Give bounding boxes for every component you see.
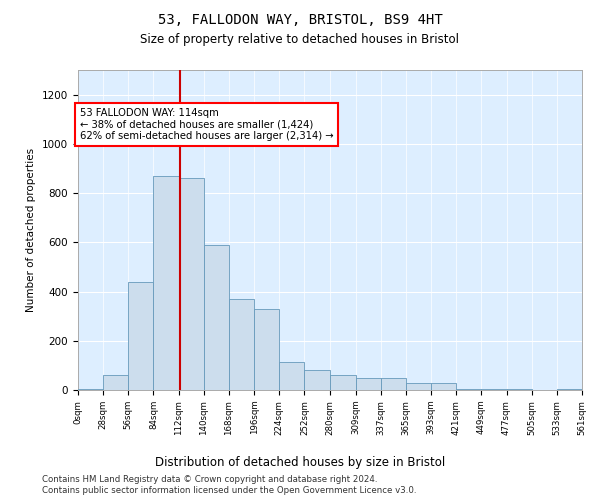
- Bar: [154, 176, 179, 390]
- Bar: [329, 375, 356, 390]
- Text: 53, FALLODON WAY, BRISTOL, BS9 4HT: 53, FALLODON WAY, BRISTOL, BS9 4HT: [158, 12, 442, 26]
- Text: Contains public sector information licensed under the Open Government Licence v3: Contains public sector information licen…: [42, 486, 416, 495]
- Bar: [481, 389, 506, 390]
- Text: Contains HM Land Registry data © Crown copyright and database right 2024.: Contains HM Land Registry data © Crown c…: [42, 475, 377, 484]
- Bar: [406, 382, 431, 390]
- Bar: [431, 382, 456, 390]
- Bar: [304, 370, 329, 390]
- Bar: [356, 378, 381, 390]
- Bar: [381, 378, 406, 390]
- Bar: [557, 389, 582, 390]
- Bar: [78, 389, 103, 390]
- Text: Distribution of detached houses by size in Bristol: Distribution of detached houses by size …: [155, 456, 445, 469]
- Bar: [254, 309, 279, 390]
- Text: Size of property relative to detached houses in Bristol: Size of property relative to detached ho…: [140, 32, 460, 46]
- Bar: [103, 375, 128, 390]
- Y-axis label: Number of detached properties: Number of detached properties: [26, 148, 37, 312]
- Bar: [128, 282, 154, 390]
- Bar: [229, 299, 254, 390]
- Bar: [204, 245, 229, 390]
- Bar: [279, 362, 304, 390]
- Bar: [506, 389, 532, 390]
- Text: 53 FALLODON WAY: 114sqm
← 38% of detached houses are smaller (1,424)
62% of semi: 53 FALLODON WAY: 114sqm ← 38% of detache…: [80, 108, 334, 142]
- Bar: [179, 178, 204, 390]
- Bar: [456, 389, 481, 390]
